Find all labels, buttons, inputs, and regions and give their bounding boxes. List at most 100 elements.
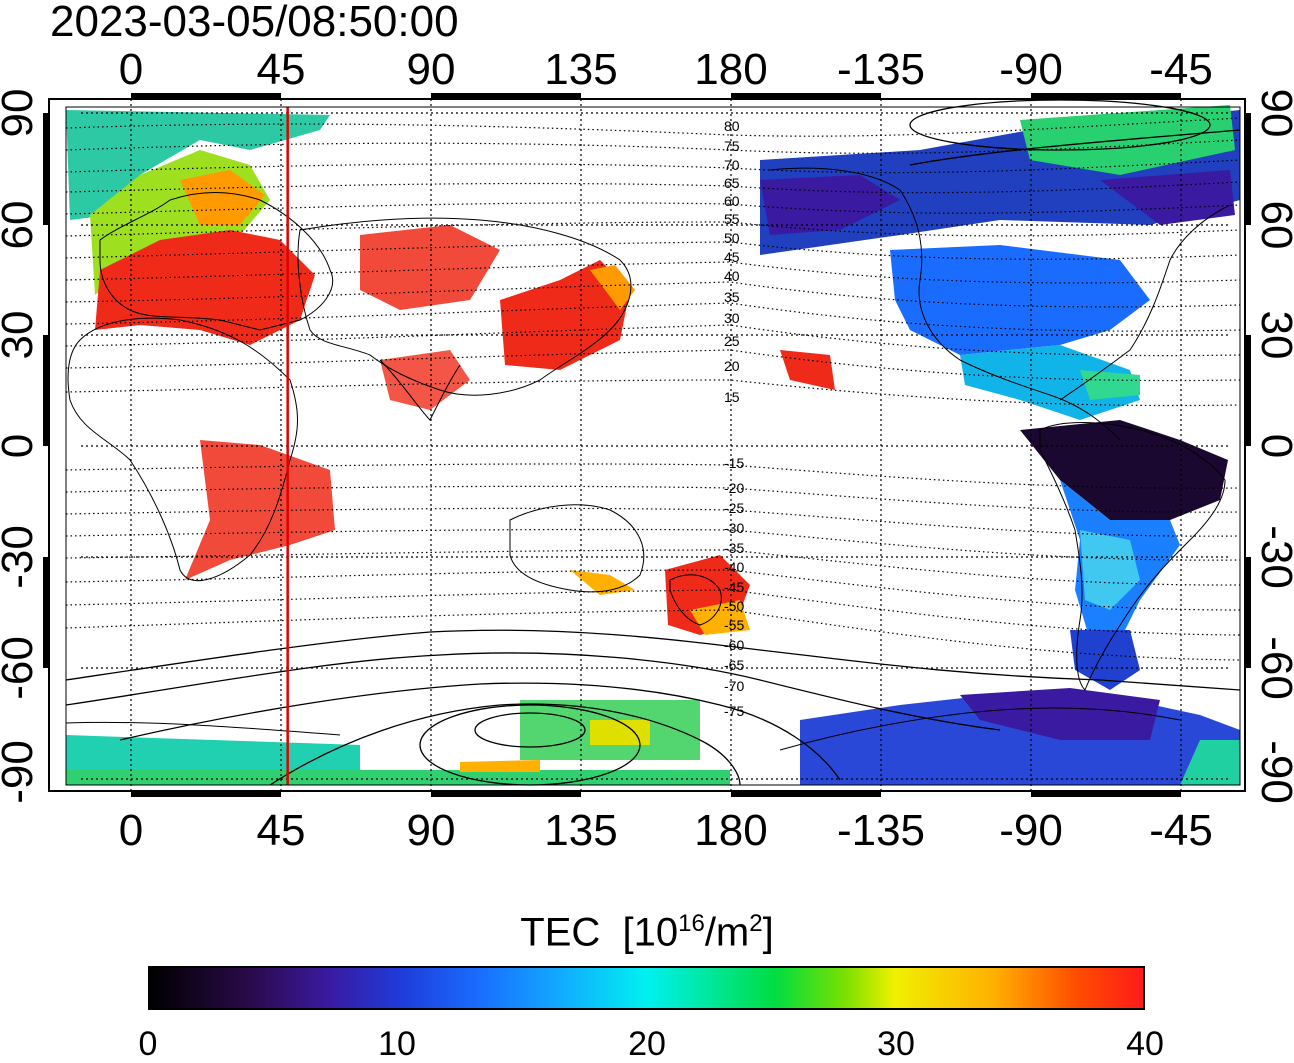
tec-region-india xyxy=(380,350,470,410)
contour-label: -40 xyxy=(724,559,744,575)
contour-label: -75 xyxy=(724,703,744,719)
top-lon-label: 90 xyxy=(407,45,456,94)
right-lat-labels: 90 60 30 0 -30 -60 -90 xyxy=(1252,89,1294,804)
contour-label: -65 xyxy=(724,657,744,673)
contour-label: 55 xyxy=(724,211,740,227)
tec-region-patagonia xyxy=(1070,630,1140,690)
bottom-lon-label: -90 xyxy=(999,806,1063,855)
left-lat-label: -60 xyxy=(0,636,42,700)
polar-contours xyxy=(65,99,1241,786)
tec-region-asia xyxy=(360,225,500,310)
contour-label: -30 xyxy=(724,520,744,536)
left-lat-label: -30 xyxy=(0,525,42,589)
right-lat-label: -60 xyxy=(1252,636,1294,700)
contour-label: 50 xyxy=(724,230,740,246)
contour-label: 30 xyxy=(724,310,740,326)
contour-label: -50 xyxy=(724,598,744,614)
colorbar-unit-exponent: 16 xyxy=(678,910,705,937)
top-lon-label: -45 xyxy=(1149,45,1213,94)
colorbar-tick-label: 40 xyxy=(1126,1025,1164,1063)
tec-region-usa xyxy=(890,245,1150,355)
contour-label: 25 xyxy=(724,333,740,349)
contour-label: 20 xyxy=(724,358,740,374)
right-lat-label: 30 xyxy=(1252,311,1294,360)
contour-label: 60 xyxy=(724,193,740,209)
top-lon-label: 45 xyxy=(257,45,306,94)
colorbar xyxy=(148,966,1145,1010)
tec-region-caribbean xyxy=(1080,370,1140,400)
colorbar-tick-label: 0 xyxy=(138,1025,158,1063)
tec-region-antarctic-south xyxy=(66,770,730,785)
colorbar-unit-base: [10 xyxy=(622,910,679,955)
colorbar-tick-label: 30 xyxy=(877,1025,915,1063)
magnetic-contours xyxy=(65,117,1241,661)
tec-region-antarctic-teal xyxy=(1180,740,1240,785)
tec-region-china-japan xyxy=(500,260,630,370)
colorbar-unit-exponent2: 2 xyxy=(749,910,763,937)
contour-label: 15 xyxy=(724,389,740,405)
bottom-lon-label: 0 xyxy=(119,806,143,855)
bottom-lon-label: -135 xyxy=(837,806,925,855)
tec-region-scandinavia xyxy=(180,170,265,225)
colorbar-title: TEC [1016/m2] xyxy=(0,900,1294,956)
tec-region-canada-dark xyxy=(1100,170,1235,225)
bottom-lon-label: 135 xyxy=(544,806,617,855)
colorbar-tick-label: 20 xyxy=(628,1025,666,1063)
bottom-lon-label: 180 xyxy=(694,806,767,855)
contour-label: -25 xyxy=(724,500,744,516)
colorbar-unit-close: ] xyxy=(762,910,774,955)
left-lat-label: 60 xyxy=(0,201,42,250)
tec-region-africa xyxy=(185,440,335,580)
tec-data-layer xyxy=(66,105,1240,785)
tec-region-europe-north xyxy=(66,110,330,220)
coastlines xyxy=(65,167,1231,751)
left-lat-label: 90 xyxy=(0,89,42,138)
contour-label: 40 xyxy=(724,268,740,284)
right-lat-label: 60 xyxy=(1252,201,1294,250)
left-lat-label: -90 xyxy=(0,740,42,804)
tec-region-south-america-dark xyxy=(1020,420,1228,520)
contour-label: -45 xyxy=(724,579,744,595)
right-lat-label: -30 xyxy=(1252,525,1294,589)
top-lon-label: 135 xyxy=(544,45,617,94)
top-lon-labels: 0 45 90 135 180 -135 -90 -45 xyxy=(119,45,1213,94)
left-lat-label: 30 xyxy=(0,311,42,360)
axis-bars xyxy=(43,93,1251,797)
contour-label: -20 xyxy=(724,480,744,496)
tec-world-map: 0 45 90 135 180 -135 -90 -45 0 45 90 135… xyxy=(0,45,1294,855)
tec-region-japan-edge xyxy=(590,265,635,310)
top-lon-label: 180 xyxy=(694,45,767,94)
colorbar-unit-mid: /m xyxy=(704,910,750,955)
contour-label: -35 xyxy=(724,540,744,556)
contour-label: -15 xyxy=(724,455,744,471)
tec-region-nz-edge xyxy=(690,600,750,635)
tec-region-europe-hot xyxy=(95,230,315,345)
contour-labels: 80 75 70 65 60 55 50 45 40 35 30 25 20 1… xyxy=(724,118,744,719)
right-lat-label: 0 xyxy=(1252,434,1294,458)
bottom-lon-label: 90 xyxy=(407,806,456,855)
contour-label: 75 xyxy=(724,138,740,154)
contour-label: -55 xyxy=(724,617,744,633)
contour-label: 80 xyxy=(724,118,740,134)
left-lat-label: 0 xyxy=(0,434,42,458)
top-lon-label: -135 xyxy=(837,45,925,94)
colorbar-tick-label: 10 xyxy=(378,1025,416,1063)
contour-label: 45 xyxy=(724,249,740,265)
top-lon-label: 0 xyxy=(119,45,143,94)
top-lon-label: -90 xyxy=(999,45,1063,94)
bottom-lon-label: -45 xyxy=(1149,806,1213,855)
tec-region-antarctic-yellow xyxy=(590,720,650,745)
map-grid xyxy=(81,99,1231,791)
bottom-lon-labels: 0 45 90 135 180 -135 -90 -45 xyxy=(119,806,1213,855)
left-lat-labels: 90 60 30 0 -30 -60 -90 xyxy=(0,89,42,804)
contour-label: 65 xyxy=(724,175,740,191)
map-inner-frame xyxy=(65,106,1241,786)
contour-label: -70 xyxy=(724,678,744,694)
right-lat-label: 90 xyxy=(1252,89,1294,138)
colorbar-title-text: TEC xyxy=(520,910,601,955)
tec-region-antarctic-dark xyxy=(960,688,1160,740)
timestamp-title: 2023-03-05/08:50:00 xyxy=(50,0,459,46)
tec-region-pacific xyxy=(780,350,835,390)
bottom-lon-label: 45 xyxy=(257,806,306,855)
tec-region-australia-south xyxy=(570,570,635,595)
